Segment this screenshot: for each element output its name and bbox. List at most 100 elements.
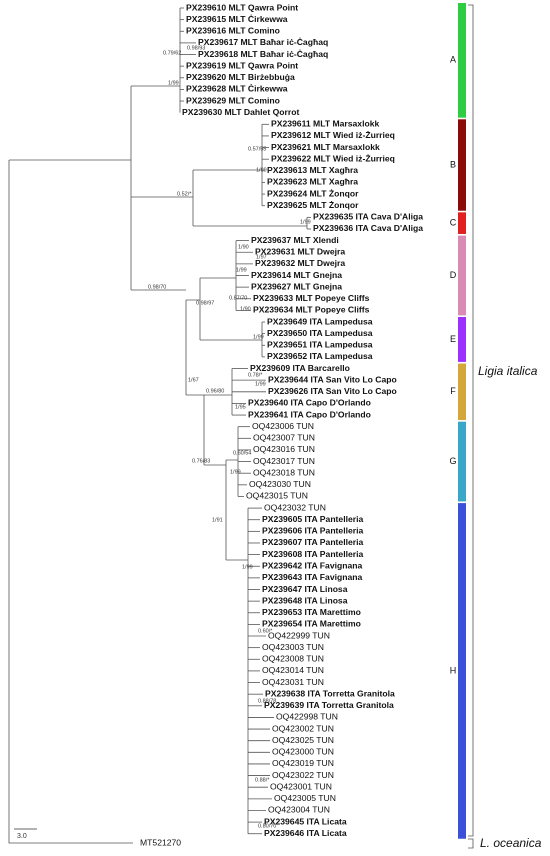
leaf-label: OQ423031 TUN [262,677,324,687]
species-bracket [468,4,474,849]
leaf-label: PX239651 ITA Lampedusa [267,340,373,350]
leaf-label: OQ423032 TUN [264,502,326,512]
leaf-label: PX239637 MLT Xlendi [251,235,339,245]
leaf-label: PX239620 MLT Birżebbuġa [186,72,295,82]
leaf-label: PX239619 MLT Qawra Point [186,60,298,70]
support-value: 0.98/97 [196,300,214,306]
leaf-label: PX239618 MLT Baħar iċ-Ċagħaq [198,49,328,59]
leaf-label: OQ423003 TUN [262,642,324,652]
leaf-label: PX239624 MLT Żonqor [267,188,359,198]
clade-bar [458,235,466,316]
clade-bar [458,363,466,421]
leaf-label: OQ423007 TUN [253,433,315,443]
leaf-label: OQ423014 TUN [262,665,324,675]
outgroup-label: MT521270 [140,837,181,847]
leaf-label: PX239645 ITA Licata [264,816,347,826]
leaf-label: PX239605 ITA Pantelleria [262,514,363,524]
leaf-label: PX239609 ITA Barcarello [250,363,350,373]
species-label: L. oceanica [480,836,542,850]
leaf-label: PX239649 ITA Lampedusa [267,316,373,326]
species-label: Ligia italica [478,364,538,378]
support-value: 1/99 [242,564,253,570]
clade-bar [458,421,466,502]
leaf-label: OQ423018 TUN [253,467,315,477]
leaf-label: OQ423004 TUN [268,805,330,815]
support-value: 0.60/54 [233,450,251,456]
leaf-label: PX239641 ITA Capo D'Orlando [248,409,371,419]
clade-label: A [450,55,456,65]
leaf-label: PX239611 MLT Marsaxlokk [271,119,379,129]
leaf-label: PX239638 ITA Torretta Granitola [265,688,395,698]
support-value: 1/67 [188,377,199,383]
support-value: 1/95 [235,404,246,410]
leaf-label: PX239634 MLT Popeye Cliffs [253,305,370,315]
leaf-label: PX239610 MLT Qawra Point [186,2,298,12]
leaf-label: PX239644 ITA San Vito Lo Capo [268,374,397,384]
leaf-label: PX239652 ITA Lampedusa [267,351,373,361]
leaf-label: OQ422999 TUN [268,630,330,640]
leaf-label: PX239646 ITA Licata [264,828,347,838]
support-value: 0.79/62 [163,50,181,56]
leaf-label: PX239608 ITA Pantelleria [262,549,363,559]
clade-label: F [450,386,456,396]
leaf-label: OQ423008 TUN [262,654,324,664]
support-value: 1/99 [300,219,311,225]
support-value: 1/99 [168,80,179,86]
leaf-label: PX239639 ITA Torretta Granitola [264,700,394,710]
clade-bar [458,119,466,211]
support-value: 1/99 [236,267,247,273]
support-value: 0.87/70 [229,295,247,301]
leaf-label: PX239630 MLT Dahlet Qorrot [182,107,299,117]
leaf-label: PX239627 MLT Gnejna [251,281,342,291]
leaf-label: OQ423001 TUN [270,781,332,791]
leaf-label: PX239640 ITA Capo D'Orlando [248,398,371,408]
support-value: 0.80/70 [258,823,276,829]
leaf-label: OQ422998 TUN [276,712,338,722]
leaf-label: PX239642 ITA Favignana [262,561,363,571]
leaf-label: PX239648 ITA Linosa [262,595,348,605]
leaf-label: PX239607 ITA Pantelleria [262,537,363,547]
leaf-label: OQ423016 TUN [253,444,315,454]
clade-label: H [450,665,457,675]
leaf-label: PX239622 MLT Wied iż-Żurrieq [271,153,395,163]
leaf-label: PX239625 MLT Żonqor [267,200,359,210]
leaf-label: PX239615 MLT Ċirkewwa [186,14,288,24]
leaf-label: PX239650 ITA Lampedusa [267,328,373,338]
scale-label: 3.0 [17,833,27,840]
support-value: 0.88/78 [258,698,276,704]
support-value: 0.57/55 [248,146,266,152]
support-value: 0.98/70 [148,284,166,290]
support-value: 0.76/83 [192,458,210,464]
leaf-label: PX239643 ITA Favignana [262,572,363,582]
leaf-label: PX239621 MLT Marsaxlokk [271,142,380,152]
support-value: 1/97 [256,254,267,260]
support-value: 1/90 [240,306,251,312]
leaf-label: OQ423019 TUN [272,758,334,768]
clade-label: B [450,159,456,169]
support-value: 1/90 [238,244,249,250]
leaf-label: OQ423005 TUN [274,793,336,803]
leaf-label: PX239633 MLT Popeye Cliffs [253,293,370,303]
support-value: 0.60/* [258,628,273,634]
support-value: 0.88/* [255,777,270,783]
leaf-label: OQ423000 TUN [272,747,334,757]
leaf-label: PX239631 MLT Dwejra [255,246,345,256]
leaf-label: OQ423002 TUN [272,723,334,733]
support-value: 1/99 [255,381,266,387]
leaf-label: PX239612 MLT Wied iż-Żurrieq [271,130,395,140]
leaf-label: PX239653 ITA Marettimo [262,607,361,617]
leaf-label: OQ423006 TUN [252,421,314,431]
leaf-label: OQ423025 TUN [272,735,334,745]
leaf-label: PX239626 ITA San Vito Lo Capo [268,386,397,396]
leaf-label: PX239606 ITA Pantelleria [262,526,363,536]
leaf-label: PX239613 MLT Xagħra [267,165,358,175]
tree-backbone [8,85,307,844]
leaf-label: PX239647 ITA Linosa [262,584,348,594]
clade-bar [458,503,466,839]
leaf-label: PX239617 MLT Baħar iċ-Ċagħaq [198,37,328,47]
leaf-label: PX239623 MLT Xagħra [267,177,358,187]
leaf-label: OQ423030 TUN [249,479,311,489]
support-value: 0.78/* [248,372,263,378]
leaf-label: PX239614 MLT Gnejna [251,270,342,280]
